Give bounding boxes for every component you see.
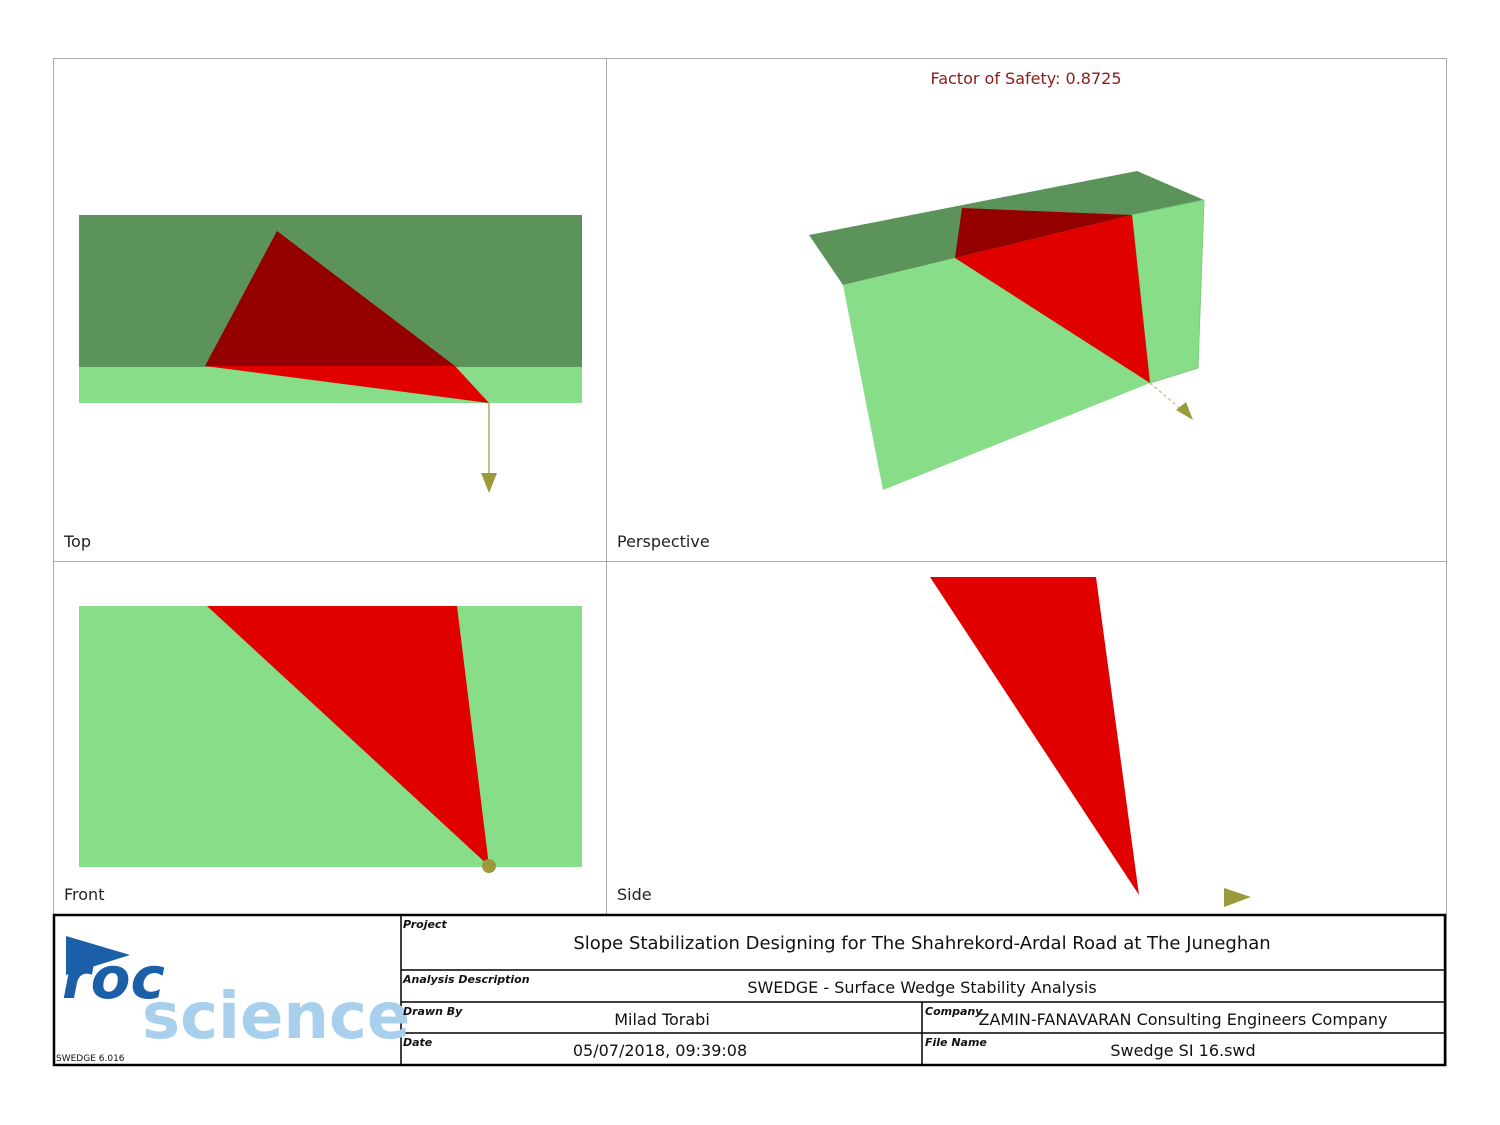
factor-of-safety: Factor of Safety: 0.8725 (930, 69, 1121, 88)
front-view: Front (64, 606, 582, 904)
field-value: Slope Stabilization Designing for The Sh… (573, 933, 1270, 954)
wedge-face (955, 215, 1150, 383)
wedge-face (205, 366, 489, 403)
title-block: roc science SWEDGE 6.016 Project Slope S… (52, 913, 1447, 1067)
field-label: Project (403, 918, 447, 931)
logo-roc: roc (62, 944, 165, 1012)
version: SWEDGE 6.016 (56, 1054, 125, 1064)
logo-science: science (142, 980, 410, 1054)
perspective-view: Factor of Safety: 0.8725 Perspective (617, 69, 1205, 551)
direction-arrow (1224, 888, 1251, 907)
field-label: Drawn By (403, 1005, 463, 1018)
direction-arrow (1176, 402, 1193, 420)
top-view: Top (63, 215, 582, 551)
field-value: Swedge SI 16.swd (1110, 1041, 1255, 1060)
title-border (52, 913, 1447, 1067)
field-label: Company (925, 1005, 983, 1018)
field-label: Analysis Description (402, 973, 530, 986)
view-label: Side (617, 885, 652, 904)
field-value: 05/07/2018, 09:39:08 (573, 1041, 747, 1060)
field-value: ZAMIN-FANAVARAN Consulting Engineers Com… (979, 1010, 1388, 1029)
field-value: SWEDGE - Surface Wedge Stability Analysi… (747, 978, 1096, 997)
wedge (207, 606, 489, 866)
field-value: Milad Torabi (614, 1010, 710, 1029)
direction-line (1149, 382, 1183, 411)
wedge-top (205, 231, 455, 366)
direction-arrow (482, 859, 496, 873)
logo-mark (66, 936, 130, 975)
field-label: Date (403, 1036, 433, 1049)
view-label: Top (63, 532, 91, 551)
side-view: Side (617, 577, 1251, 907)
direction-arrow (481, 473, 497, 493)
wedge (930, 577, 1139, 895)
view-label: Front (64, 885, 104, 904)
field-label: File Name (925, 1036, 987, 1049)
wedge-top (955, 208, 1132, 258)
view-label: Perspective (617, 532, 710, 551)
